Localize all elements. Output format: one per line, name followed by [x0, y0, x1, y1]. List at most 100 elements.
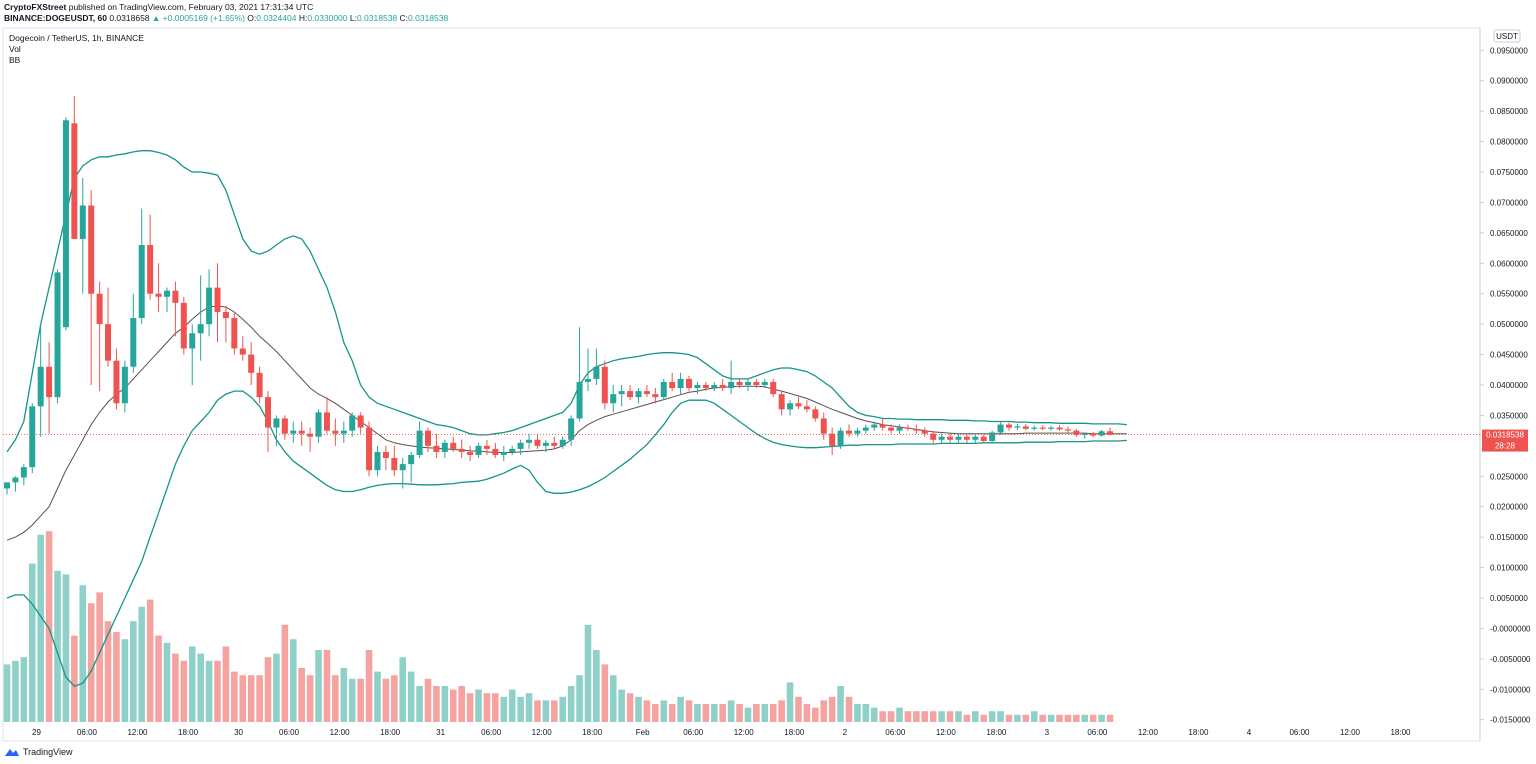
candle-body: [189, 333, 196, 349]
time-tick-label: 18:00: [1188, 728, 1209, 737]
volume-bar: [542, 700, 550, 722]
candle-body: [972, 436, 979, 440]
time-tick-label: 06:00: [1289, 728, 1310, 737]
volume-bar: [466, 693, 474, 722]
volume-bar: [20, 657, 28, 722]
ohlc-line: BINANCE:DOGEUSDT, 60 0.0318658 ▲ +0.0005…: [4, 13, 449, 23]
candle-body: [1031, 427, 1038, 429]
volume-bar: [508, 689, 516, 722]
time-axis[interactable]: 29 06:00 12:00 18:00 30 06:00 12:00 18:00 31 06:0…: [32, 728, 1411, 737]
volume-bar: [803, 704, 811, 722]
candle-body: [433, 445, 440, 452]
candle-body: [896, 427, 903, 431]
candle-body: [121, 366, 128, 404]
volume-bar: [180, 660, 188, 722]
price-tick-label: 0.0500000: [1490, 320, 1528, 329]
volume-bar: [1089, 714, 1097, 722]
volume-bar: [104, 621, 112, 722]
price-axis[interactable]: 0.0950000 0.0900000 0.0850000 0.0800000 0.07…: [1480, 46, 1531, 725]
last-price-badge: 0.0318538 28:28: [1482, 429, 1528, 452]
candle-body: [635, 391, 642, 398]
candle-body: [248, 354, 255, 373]
volume-bar: [921, 711, 929, 722]
publish-info: CryptoFXStreet published on TradingView.…: [4, 2, 313, 13]
tradingview-icon: [5, 749, 19, 756]
candle-body: [744, 381, 751, 385]
candle-body: [509, 448, 516, 452]
volume-bar: [374, 671, 381, 722]
candles-layer: [4, 95, 1114, 495]
price-tick-label: 0.0950000: [1490, 46, 1528, 55]
time-tick-label: 2: [843, 728, 848, 737]
candle-body: [1022, 426, 1029, 429]
volume-bar: [273, 653, 280, 722]
candle-body: [593, 366, 600, 379]
volume-bar: [736, 704, 743, 722]
volume-bar: [972, 711, 979, 722]
volume-bar: [525, 693, 533, 722]
volume-bar: [551, 700, 558, 722]
volume-bar: [365, 650, 373, 722]
candle-body: [20, 467, 27, 478]
legend-vol[interactable]: Vol: [9, 44, 21, 54]
candle-body: [96, 293, 103, 325]
volume-bar: [668, 704, 676, 722]
candle-body: [37, 366, 44, 407]
volume-bar: [163, 642, 171, 722]
price-tick-label: 0.0250000: [1490, 472, 1528, 481]
candle-body: [239, 348, 246, 355]
volume-bar: [1039, 714, 1046, 722]
currency-badge[interactable]: [1493, 29, 1521, 43]
candle-body: [416, 430, 423, 455]
candle-body: [349, 415, 356, 431]
volume-bar: [618, 689, 625, 722]
volume-bar: [677, 696, 684, 722]
price-tick-label: 0.0700000: [1490, 198, 1528, 207]
time-tick-label: 31: [436, 728, 445, 737]
volume-bar: [1022, 714, 1030, 722]
volume-bar: [870, 707, 878, 722]
price-tick-label: -0.0100000: [1490, 685, 1531, 694]
candle-body: [888, 427, 895, 431]
candle-body: [1073, 430, 1080, 435]
time-tick-label: 12:00: [734, 728, 755, 737]
candle-body: [1014, 426, 1021, 428]
volume-bar: [660, 700, 668, 722]
volume-bar: [727, 700, 735, 722]
candle-body: [483, 445, 490, 449]
candle-body: [854, 430, 861, 434]
volume-bar: [172, 653, 179, 722]
volume-bar: [609, 675, 617, 722]
volume-bar: [1030, 711, 1038, 722]
tradingview-logo[interactable]: TradingView: [4, 747, 73, 757]
volume-bar: [710, 704, 718, 722]
volume-bar: [500, 696, 508, 722]
candle-body: [366, 427, 373, 471]
candle-body: [913, 428, 920, 431]
legend-bb[interactable]: BB: [9, 55, 21, 65]
candle-body: [265, 397, 272, 428]
candle-body: [601, 366, 608, 404]
price-tick-label: 0.0800000: [1490, 138, 1528, 147]
symbol-line: BINANCE:DOGEUSDT, 60: [4, 13, 107, 23]
volume-bar: [231, 671, 238, 722]
candle-body: [719, 385, 726, 389]
time-tick-label: 18:00: [582, 728, 603, 737]
time-tick-label: 18:00: [784, 728, 805, 737]
volume-bar: [997, 711, 1004, 722]
volume-bar: [315, 650, 322, 722]
price-tick-label: 0.0650000: [1490, 229, 1528, 238]
volume-bar: [761, 704, 769, 722]
time-tick-label: 12:00: [330, 728, 351, 737]
candle-body: [846, 430, 852, 434]
volume-bar: [601, 664, 609, 722]
candle-body: [1056, 427, 1063, 430]
candle-body: [829, 433, 836, 446]
candle-body: [534, 439, 541, 446]
candle-body: [1039, 427, 1046, 429]
candle-body: [281, 418, 288, 434]
time-tick-label: 06:00: [481, 728, 502, 737]
volume-bar: [719, 704, 726, 722]
price-tick-label: 0.0850000: [1490, 107, 1528, 116]
